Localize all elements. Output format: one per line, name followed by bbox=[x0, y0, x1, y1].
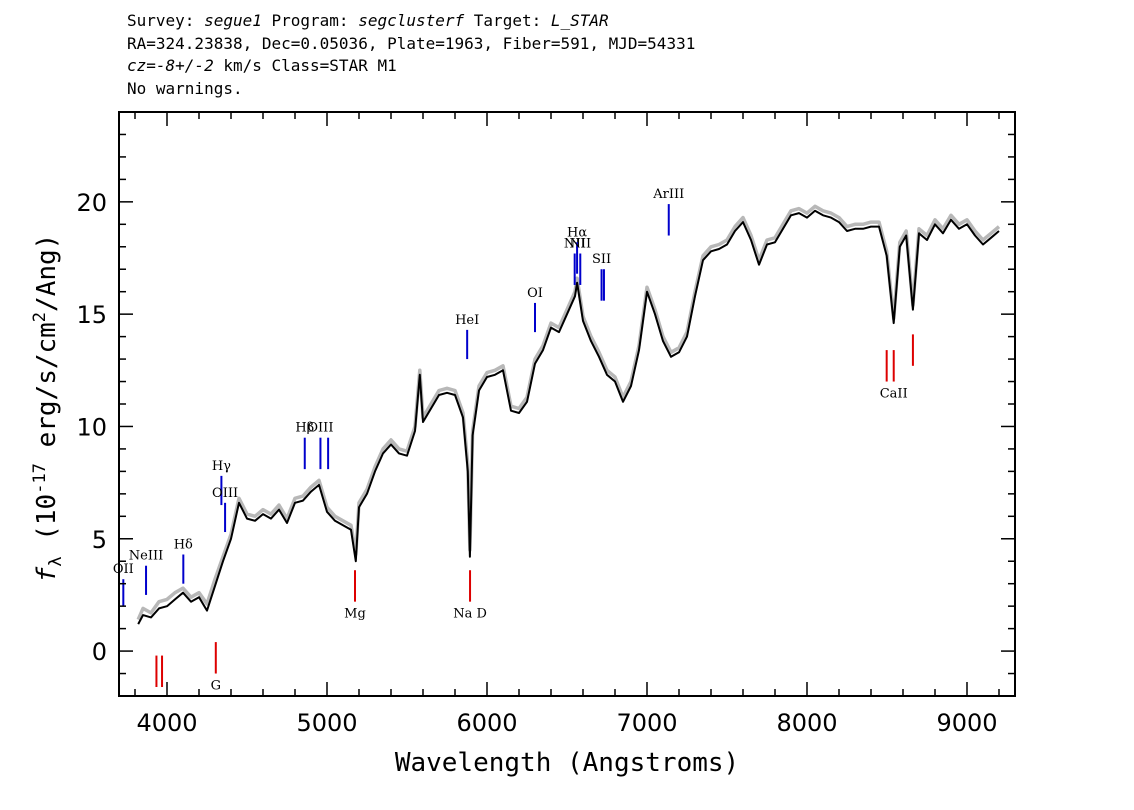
survey-label: Survey: bbox=[127, 11, 205, 30]
x-tick-label: 4000 bbox=[136, 709, 197, 737]
x-tick-label: 9000 bbox=[936, 709, 997, 737]
y-axis-title-exponent: -17 bbox=[30, 463, 50, 494]
program-label: Program: bbox=[261, 11, 359, 30]
y-axis-title-subscript: λ bbox=[46, 556, 66, 566]
y-tick-label: 15 bbox=[76, 301, 107, 329]
y-axis-title-text-2: erg/s/cm bbox=[32, 322, 62, 463]
y-axis-title-text-3: /Ang) bbox=[32, 234, 62, 312]
emission-line-label: OII bbox=[113, 562, 134, 577]
x-tick-label: 7000 bbox=[616, 709, 677, 737]
emission-line-label: NII bbox=[564, 237, 586, 252]
emission-line-label: Hγ bbox=[212, 459, 231, 474]
header-line-1: Survey: segue1 Program: segclusterf Targ… bbox=[127, 10, 695, 33]
y-axis-title: fλ (10-17 erg/s/cm2/Ang) bbox=[30, 234, 66, 583]
header-line-2: RA=324.23838, Dec=0.05036, Plate=1963, F… bbox=[127, 33, 696, 53]
x-tick-label: 6000 bbox=[456, 709, 517, 737]
emission-line-label: NeIII bbox=[129, 549, 163, 564]
y-axis-title-text-1: (10 bbox=[32, 494, 62, 557]
emission-line-label: HeI bbox=[455, 313, 479, 328]
emission-line-label: OI bbox=[527, 286, 543, 301]
emission-line-label: SII bbox=[592, 252, 611, 267]
class-info: km/s Class=STAR M1 bbox=[213, 56, 397, 75]
emission-line-label: Hβ bbox=[295, 421, 314, 436]
target-label: Target: bbox=[464, 11, 551, 30]
x-tick-label: 5000 bbox=[296, 709, 357, 737]
emission-line-label: Hδ bbox=[174, 537, 193, 552]
axis-ticks bbox=[119, 112, 1015, 696]
absorption-line-label: Mg bbox=[344, 607, 366, 622]
emission-line-label: Hα bbox=[567, 225, 587, 240]
axis-tick-labels: 4000 5000 6000 7000 8000 9000 0 5 10 15 20 bbox=[76, 189, 997, 737]
survey-value: segue1 bbox=[204, 11, 262, 30]
y-tick-label: 0 bbox=[92, 638, 107, 666]
spectrum-flux-line bbox=[137, 209, 1000, 625]
absorption-line-label: CaII bbox=[880, 387, 908, 402]
y-tick-label: 20 bbox=[76, 189, 107, 217]
x-axis-title: Wavelength (Angstroms) bbox=[395, 748, 739, 778]
y-tick-label: 5 bbox=[92, 526, 107, 554]
header-line-4: No warnings. bbox=[127, 78, 243, 98]
redshift-value: cz=-8+/-2 bbox=[127, 56, 214, 75]
spectrum-header: Survey: segue1 Program: segclusterf Targ… bbox=[127, 10, 695, 100]
emission-line-label: ArIII bbox=[652, 187, 684, 202]
absorption-line-label: G bbox=[211, 679, 221, 694]
target-value: L_STAR bbox=[550, 11, 609, 30]
spectrum-noise-line bbox=[136, 204, 1001, 621]
x-tick-label: 8000 bbox=[776, 709, 837, 737]
absorption-line-label: Na D bbox=[453, 607, 487, 622]
y-axis-title-symbol: f bbox=[32, 566, 62, 582]
emission-line-label: OIII bbox=[212, 486, 238, 501]
header-line-3: cz=-8+/-2 km/s Class=STAR M1 bbox=[127, 55, 695, 78]
program-value: segclusterf bbox=[358, 11, 465, 30]
emission-line-label: OIII bbox=[307, 421, 333, 436]
plot-content: OIINeIIIHδHγOIIIHβOIIIHeIOINIIHαNIISIIAr… bbox=[113, 187, 1001, 694]
plot-frame bbox=[118, 111, 1016, 697]
emission-line-label: NII bbox=[569, 237, 591, 252]
y-tick-label: 10 bbox=[76, 413, 107, 441]
y-axis-title-exponent-2: 2 bbox=[30, 312, 50, 322]
